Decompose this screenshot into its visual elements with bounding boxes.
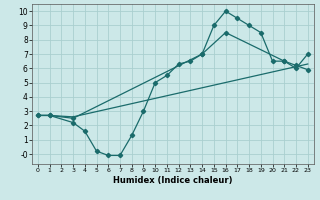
X-axis label: Humidex (Indice chaleur): Humidex (Indice chaleur) bbox=[113, 176, 233, 185]
